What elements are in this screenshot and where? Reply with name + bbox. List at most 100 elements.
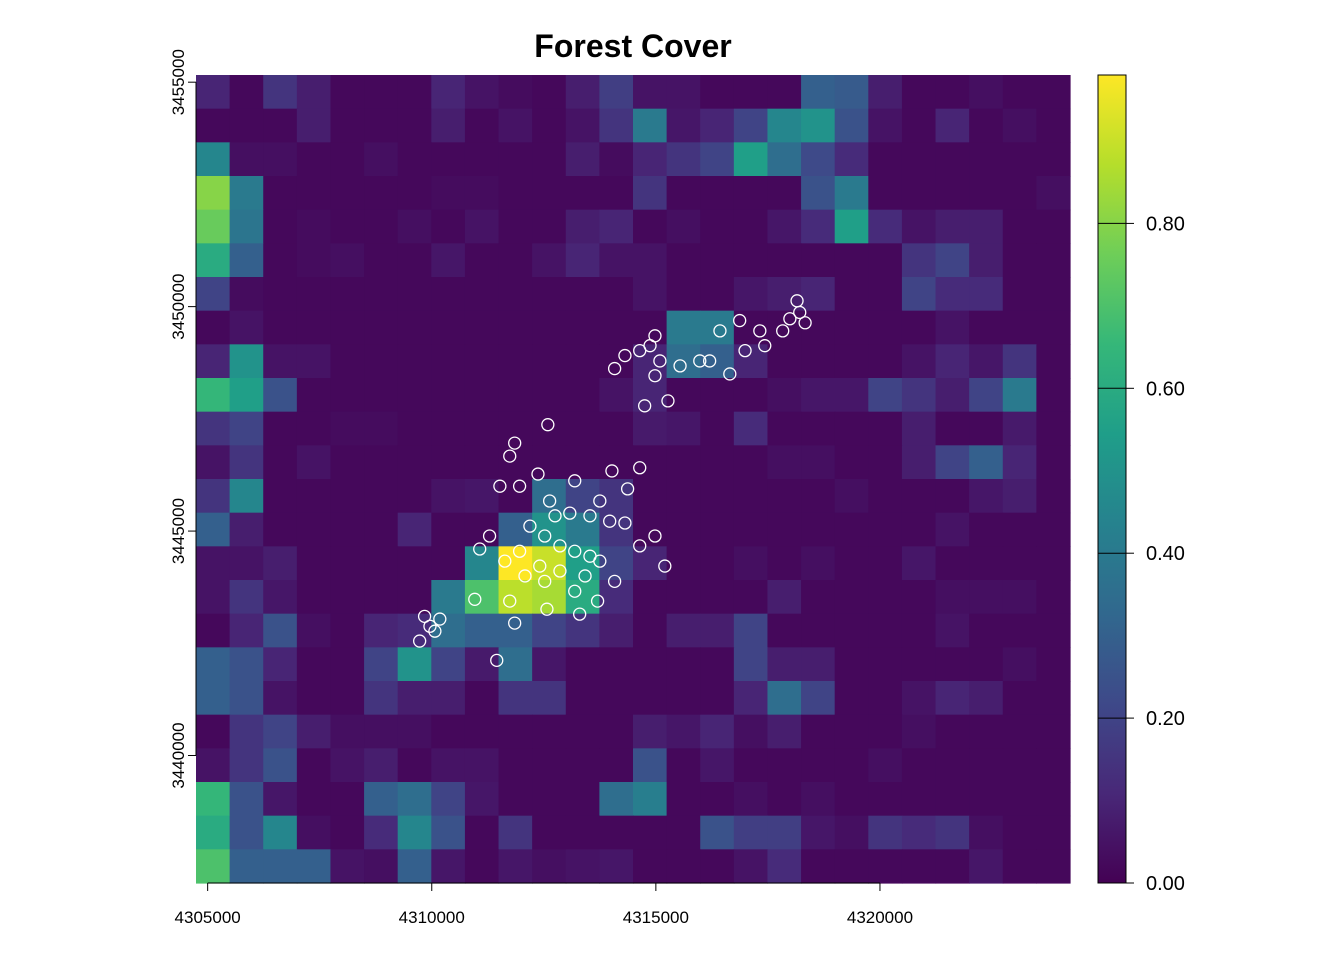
cell	[700, 243, 735, 278]
cell	[666, 445, 701, 480]
cell	[700, 849, 735, 884]
cell	[397, 176, 432, 211]
cell	[633, 75, 668, 110]
cell	[296, 445, 332, 480]
cell	[969, 815, 1004, 850]
cell	[263, 546, 298, 581]
sample-point	[568, 544, 582, 558]
cell	[801, 815, 836, 850]
cell	[532, 815, 567, 850]
cell	[565, 277, 600, 312]
sample-point	[512, 544, 527, 558]
cell	[229, 748, 264, 783]
cell	[633, 647, 668, 682]
cell	[464, 748, 500, 783]
cell	[229, 580, 264, 615]
sample-point	[633, 343, 647, 358]
sample-point	[713, 324, 727, 338]
cell	[666, 75, 701, 110]
cell	[263, 310, 298, 345]
cell	[834, 411, 869, 446]
cell	[330, 849, 365, 884]
cell	[1036, 849, 1071, 884]
cell	[464, 277, 500, 312]
cell	[901, 479, 937, 514]
cell	[1036, 647, 1071, 682]
cell	[700, 445, 735, 480]
cell	[700, 310, 735, 345]
cell	[666, 714, 701, 749]
sample-point	[538, 574, 552, 588]
cell	[196, 512, 231, 547]
sample-point	[702, 354, 717, 368]
cell	[801, 714, 836, 749]
cell	[935, 580, 970, 615]
cell	[364, 445, 399, 480]
cell	[330, 647, 365, 682]
cell	[263, 714, 298, 749]
cell	[868, 108, 903, 143]
cell	[935, 714, 970, 749]
cell	[733, 479, 769, 514]
cell	[296, 209, 332, 244]
cell	[633, 209, 668, 244]
cell	[1002, 782, 1037, 817]
cell	[599, 378, 634, 413]
cell	[229, 849, 264, 884]
cell	[935, 209, 970, 244]
cell	[296, 714, 332, 749]
cell	[532, 445, 567, 480]
cell	[532, 378, 567, 413]
cell	[330, 243, 365, 278]
cell	[733, 310, 769, 345]
cell	[834, 849, 869, 884]
cell	[767, 108, 802, 143]
cell	[431, 748, 466, 783]
cell	[969, 580, 1004, 615]
sample-point	[468, 592, 482, 606]
cell	[599, 243, 634, 278]
cell	[767, 681, 802, 716]
cell	[296, 142, 332, 177]
colorbar-tick-label: 0.60	[1146, 378, 1185, 400]
cell	[532, 277, 567, 312]
cell	[767, 512, 802, 547]
cell	[364, 782, 399, 817]
cell	[969, 647, 1004, 682]
cell	[969, 445, 1004, 480]
cell	[633, 176, 668, 211]
cell	[969, 277, 1004, 312]
sample-point	[413, 634, 427, 648]
cell	[767, 411, 802, 446]
cell	[196, 142, 231, 177]
cell	[431, 277, 466, 312]
cell	[834, 277, 869, 312]
cell	[1036, 580, 1071, 615]
cell	[599, 142, 634, 177]
cell	[330, 681, 365, 716]
cell	[969, 714, 1004, 749]
cell	[296, 344, 332, 379]
cell	[296, 748, 332, 783]
cell	[330, 815, 365, 850]
raster	[196, 75, 1071, 884]
cell	[464, 512, 500, 547]
sample-point	[503, 594, 517, 608]
cell	[263, 277, 298, 312]
cell	[196, 748, 231, 783]
sample-point	[548, 509, 562, 523]
cell	[969, 378, 1004, 413]
cell	[767, 580, 802, 615]
cell	[532, 75, 567, 110]
cell	[296, 782, 332, 817]
cell	[431, 512, 466, 547]
sample-point	[538, 529, 552, 543]
cell	[969, 344, 1004, 379]
cell	[532, 613, 567, 648]
cell	[834, 782, 869, 817]
cell	[633, 782, 668, 817]
cell	[1036, 613, 1071, 648]
sample-point	[648, 369, 662, 383]
cell	[767, 75, 802, 110]
cell	[229, 613, 264, 648]
